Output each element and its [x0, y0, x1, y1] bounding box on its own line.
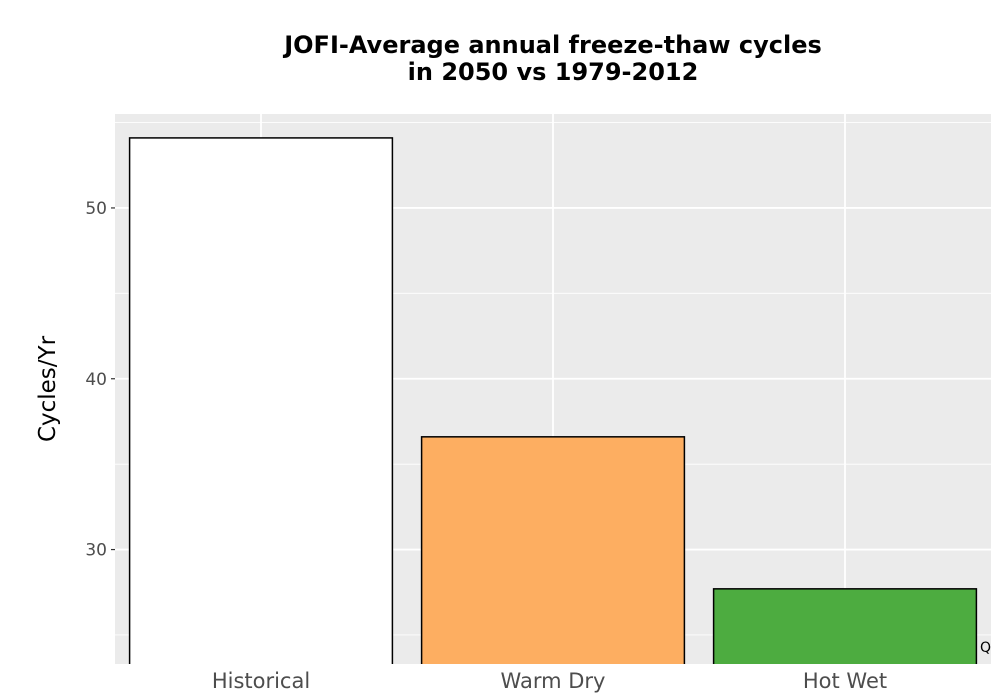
bar-hot-wet [712, 588, 978, 664]
bar-historical [128, 137, 394, 664]
x-tick-label: Hot Wet [803, 669, 887, 693]
chart-title-line-2: in 2050 vs 1979-2012 [407, 58, 699, 86]
x-tick-label: Historical [212, 669, 310, 693]
bar-warm-dry [420, 436, 686, 664]
chart-title-line-1: JOFI-Average annual freeze-thaw cycles [284, 31, 822, 59]
y-axis-title: Cycles/Yr [35, 335, 61, 442]
y-tick-label: 40 [85, 370, 107, 390]
corner-mark: Q [980, 640, 992, 656]
y-tick-label: 50 [85, 199, 107, 219]
y-tick-label: 30 [85, 541, 107, 561]
x-tick-label: Warm Dry [501, 669, 606, 693]
chart-title: JOFI-Average annual freeze-thaw cycles i… [115, 32, 991, 86]
